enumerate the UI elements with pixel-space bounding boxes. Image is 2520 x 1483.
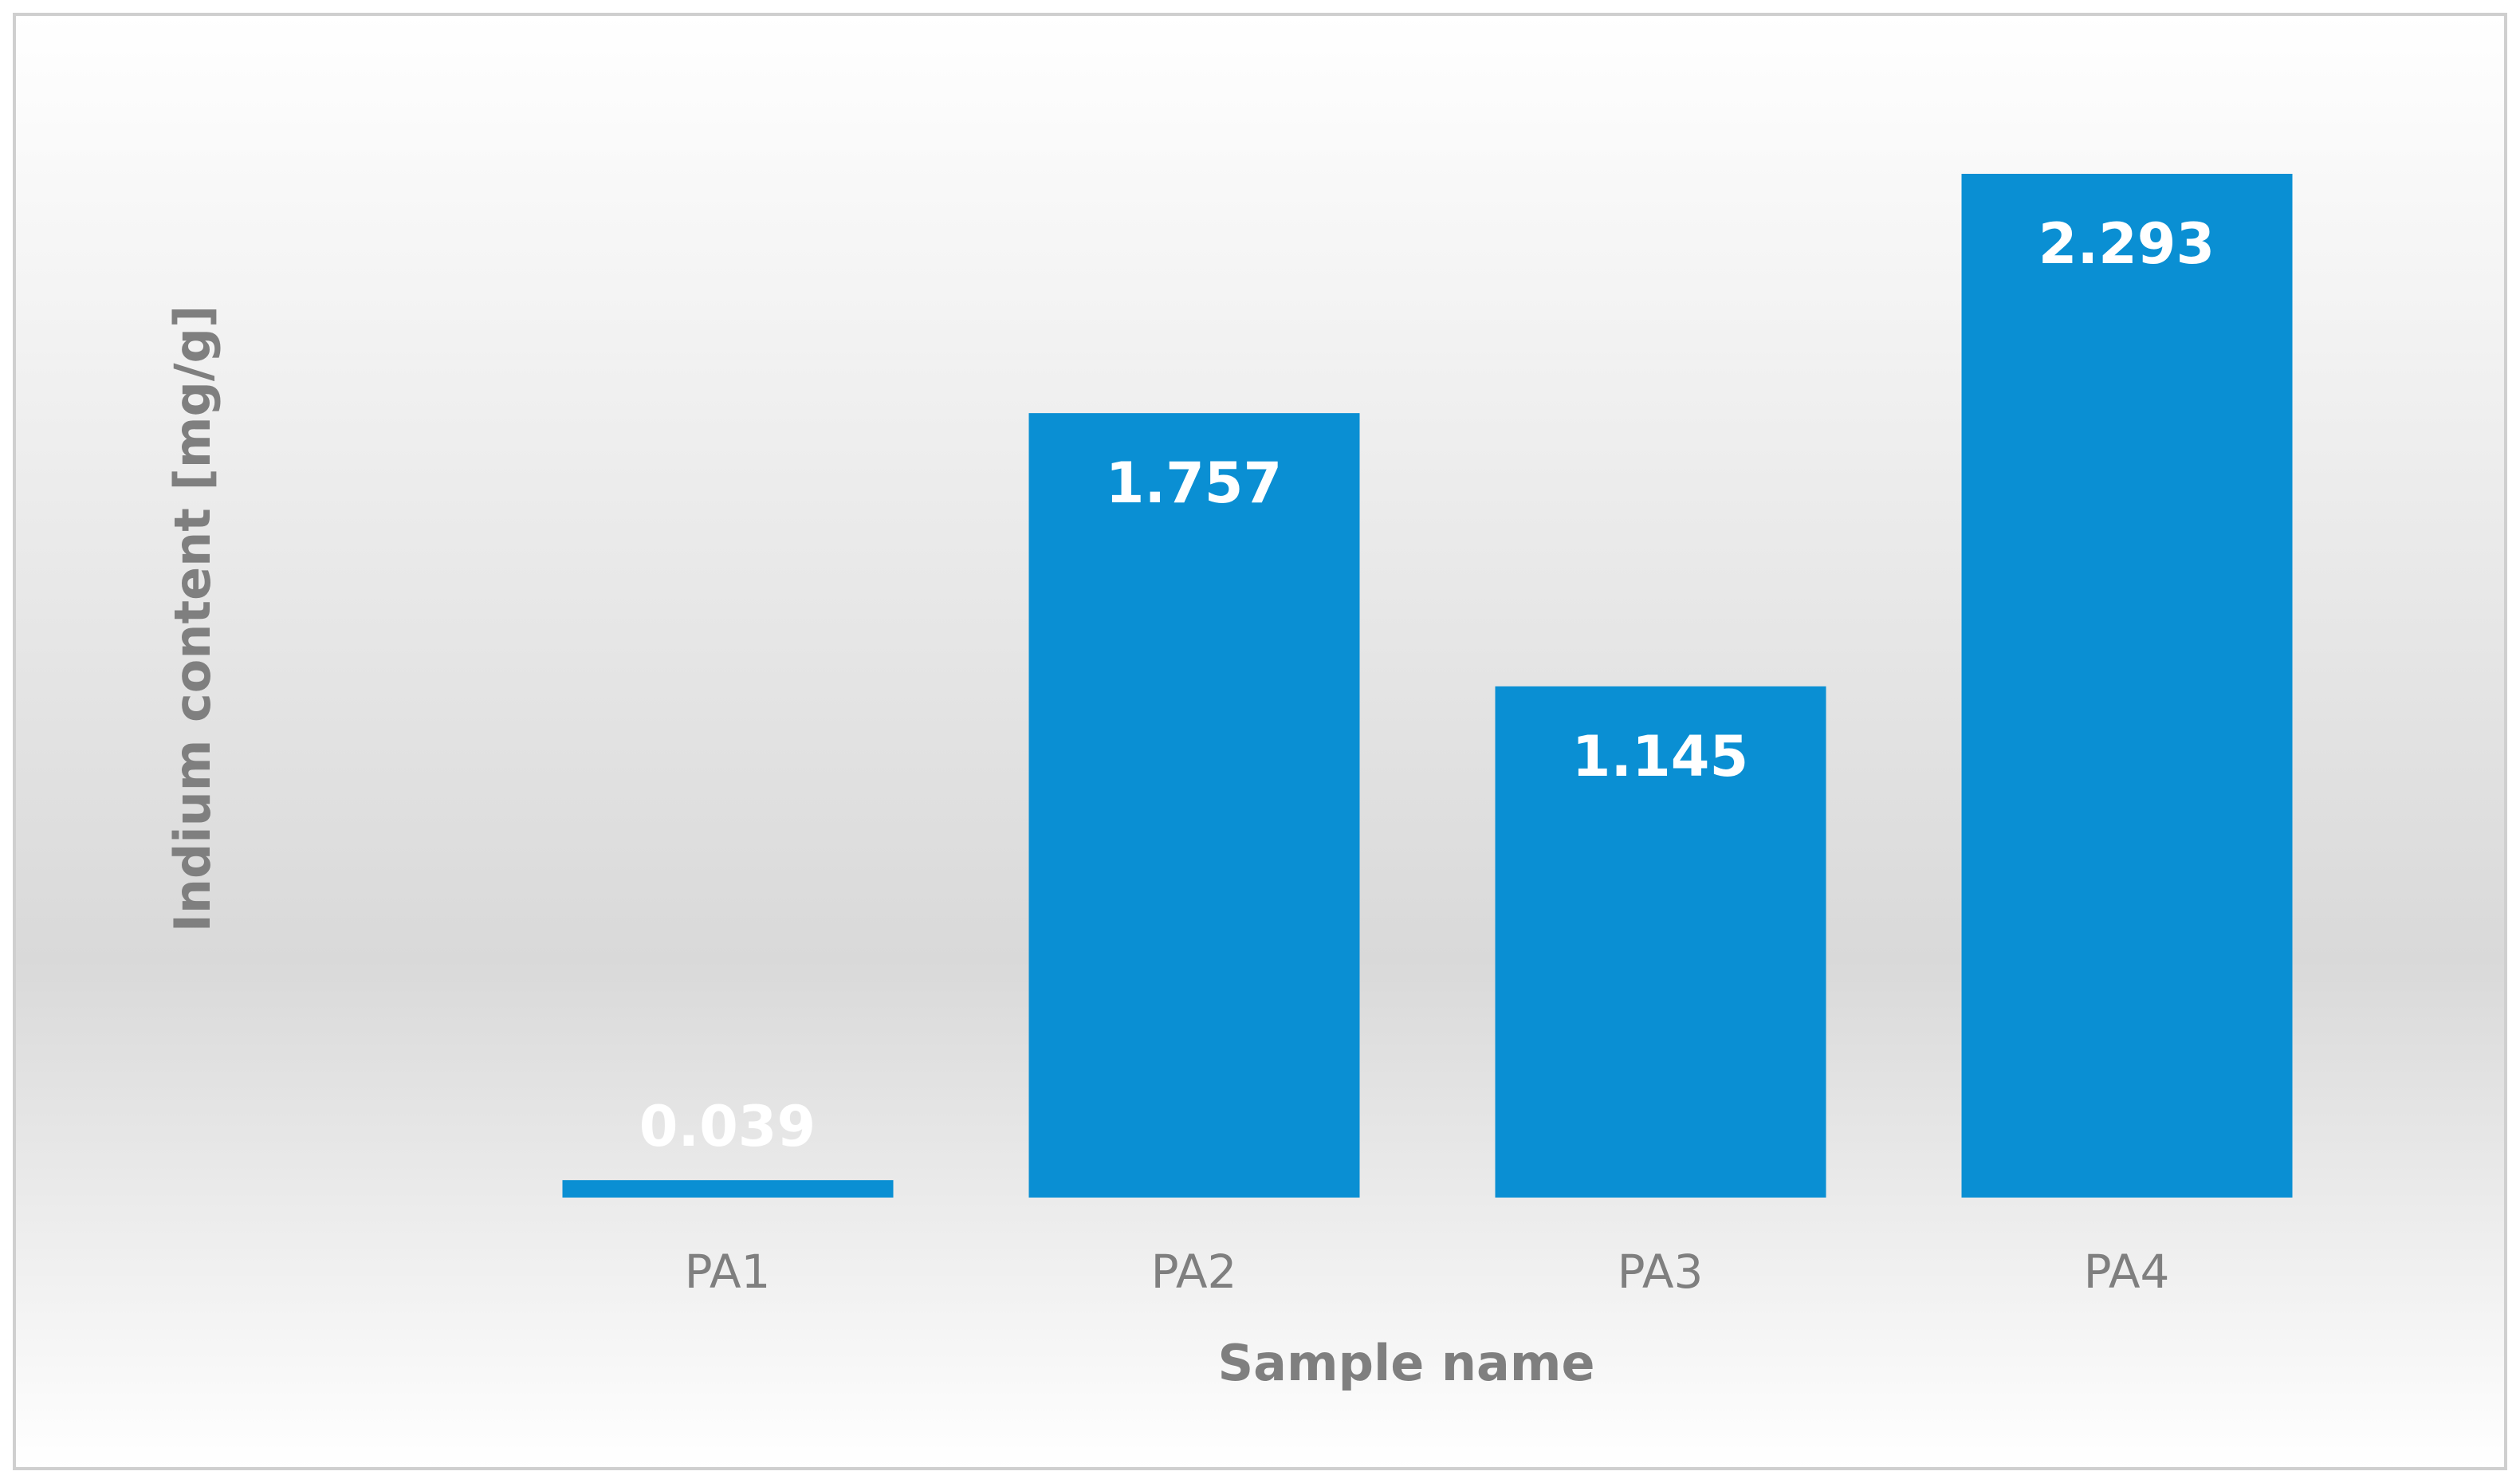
bar: [1028, 413, 1360, 1198]
value-label: 0.039: [639, 1094, 816, 1159]
bar: [562, 1180, 894, 1198]
value-label: 1.145: [1572, 724, 1748, 789]
x-tick-label: PA4: [2084, 1245, 2170, 1299]
bar: [1961, 174, 2293, 1198]
y-axis-title: Indium content [mg/g]: [163, 305, 222, 932]
value-label: 1.757: [1106, 450, 1282, 516]
bar: [1495, 686, 1826, 1198]
value-label: 2.293: [2038, 211, 2215, 277]
x-tick-label: PA3: [1618, 1245, 1704, 1299]
x-tick-label: PA2: [1151, 1245, 1237, 1299]
x-axis-title: Sample name: [1218, 1334, 1595, 1392]
x-tick-label: PA1: [685, 1245, 771, 1299]
